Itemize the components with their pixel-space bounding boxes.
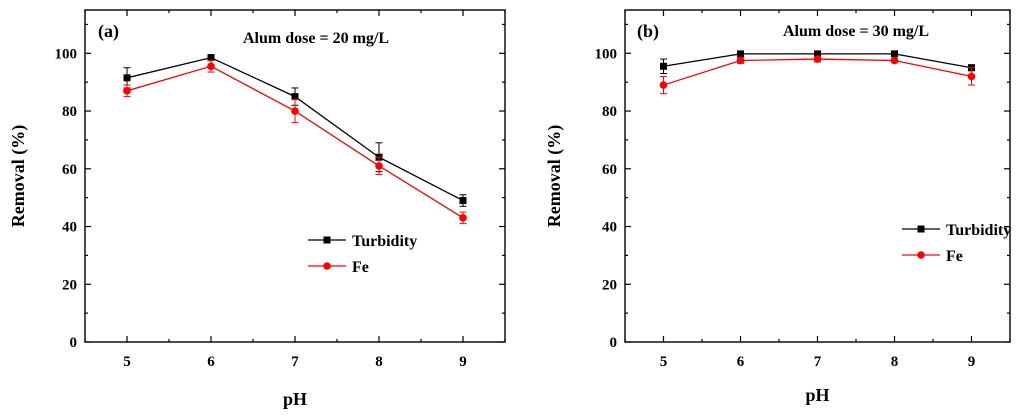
y-axis-title: Removal (%): [544, 125, 565, 227]
data-point: [123, 74, 131, 82]
data-point: [207, 62, 215, 71]
data-point: [459, 197, 467, 205]
data-point: [890, 56, 899, 65]
chart-panel-b: 0 20 40 60 80 100 5 6 7 8 9 Removal (%) pH (b) Alum do…: [544, 9, 1011, 405]
x-tick-label: 8: [375, 354, 383, 370]
dose-annotation: Alum dose = 30 mg/L: [783, 23, 929, 40]
data-point: [291, 93, 299, 101]
data-point: [459, 214, 467, 222]
y-tick-label: 20: [602, 277, 617, 293]
series-turbidity: Turbidity: [660, 50, 1011, 239]
data-point: [814, 50, 821, 58]
x-tick-label: 7: [814, 354, 822, 370]
y-tick-label: 60: [62, 162, 77, 178]
legend-marker: [917, 225, 925, 233]
y-tick-label: 40: [62, 220, 77, 236]
dose-annotation: Alum dose = 20 mg/L: [243, 30, 389, 47]
data-point: [207, 54, 215, 62]
panel-label: (a): [98, 21, 119, 42]
legend-marker: [323, 236, 331, 244]
y-tick-label: 100: [595, 46, 618, 62]
y-axis-title: Removal (%): [8, 125, 29, 227]
x-tick-label: 8: [891, 354, 899, 370]
legend-marker: [323, 262, 331, 270]
x-axis-title: pH: [283, 389, 307, 409]
series-turbidity: Turbidity: [123, 54, 467, 250]
data-point: [123, 87, 131, 95]
y-tick-label: 60: [602, 162, 617, 178]
series-fe: Fe: [659, 55, 976, 265]
x-tick-label: 9: [968, 354, 976, 370]
x-tick-label: 6: [737, 354, 745, 370]
x-tick-label: 6: [207, 354, 215, 370]
y-tick-label: 20: [62, 277, 77, 293]
data-point: [659, 81, 668, 89]
series-fe: Fe: [123, 60, 467, 276]
plot-frame: [84, 9, 506, 343]
chart-panel-a: 0 20 40 60 80 100 5 6 7 8 9 Removal (%) pH (a) Alum do…: [8, 9, 506, 409]
data-point: [737, 50, 744, 58]
legend-label: Fe: [352, 259, 369, 276]
series-line: [126, 56, 464, 202]
x-tick-label: 5: [660, 354, 668, 370]
data-point: [660, 62, 667, 70]
y-tick-label: 80: [62, 104, 77, 120]
data-point: [291, 107, 299, 115]
legend-label: Turbidity: [946, 222, 1011, 239]
y-tick-label: 0: [70, 335, 78, 351]
x-tick-label: 9: [459, 354, 467, 370]
x-axis-title: pH: [805, 385, 829, 405]
x-tick-label: 7: [291, 354, 299, 370]
data-point: [736, 56, 745, 65]
legend-label: Turbidity: [352, 233, 417, 250]
legend-label: Fe: [946, 248, 963, 265]
data-point: [891, 50, 898, 58]
y-tick-label: 100: [55, 46, 78, 62]
y-tick-label: 40: [602, 220, 617, 236]
data-point: [967, 72, 976, 81]
data-point: [813, 55, 822, 63]
series-line: [663, 58, 972, 86]
legend-marker: [917, 251, 925, 259]
panel-label: (b): [637, 21, 659, 42]
data-point: [375, 162, 383, 170]
y-tick-label: 80: [602, 104, 617, 120]
x-tick-label: 5: [123, 354, 131, 370]
y-tick-label: 0: [610, 335, 618, 351]
